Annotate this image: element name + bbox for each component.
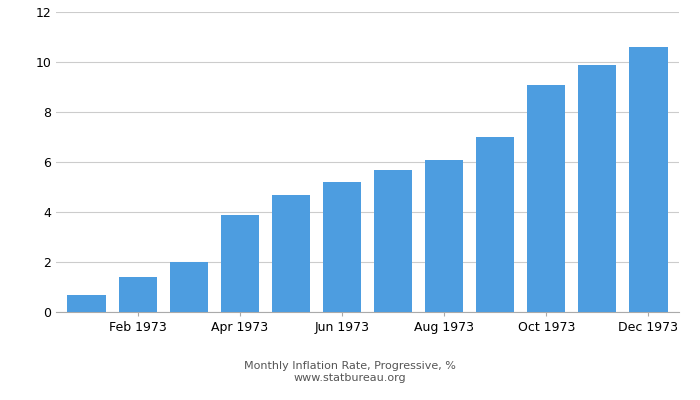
Bar	[578, 64, 617, 312]
Bar	[527, 84, 566, 312]
Bar	[118, 277, 157, 312]
Bar	[67, 294, 106, 312]
Bar	[169, 262, 208, 312]
Bar	[629, 47, 668, 312]
Bar	[220, 214, 259, 312]
Bar	[272, 194, 310, 312]
Text: Monthly Inflation Rate, Progressive, %: Monthly Inflation Rate, Progressive, %	[244, 361, 456, 371]
Text: www.statbureau.org: www.statbureau.org	[294, 373, 406, 383]
Bar	[425, 160, 463, 312]
Bar	[374, 170, 412, 312]
Bar	[476, 137, 514, 312]
Bar	[323, 182, 361, 312]
